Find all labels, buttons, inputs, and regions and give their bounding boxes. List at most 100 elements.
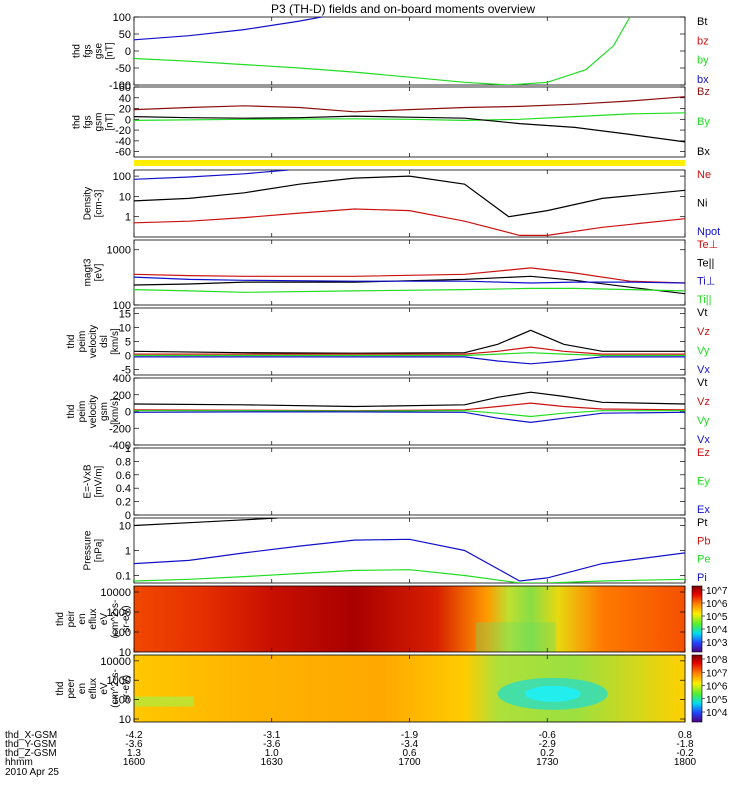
y-axis-label: thd xyxy=(72,44,83,58)
panel-frame xyxy=(133,239,686,306)
y-tick-label: 5 xyxy=(125,337,131,349)
panel-frame xyxy=(133,86,686,158)
ephemeris-value: 1630 xyxy=(261,757,284,768)
y-tick-label: 10000 xyxy=(100,587,131,599)
series-line xyxy=(134,569,685,583)
legend-label: Vy xyxy=(697,345,710,357)
y-axis-label: thd xyxy=(55,612,66,626)
colorbar xyxy=(691,585,703,653)
series-line xyxy=(134,267,685,284)
y-tick-label: -400 xyxy=(109,440,131,452)
y-tick-label: 10 xyxy=(119,323,131,335)
y-tick-label: 50 xyxy=(119,29,131,41)
y-axis-label: velocity xyxy=(88,325,99,358)
legend-label: Vt xyxy=(697,307,707,319)
y-axis-label: [km/s] xyxy=(110,398,121,425)
series-line xyxy=(134,411,685,424)
ephemeris-value: 1730 xyxy=(536,757,559,768)
ephemeris-value: 1800 xyxy=(674,757,697,768)
y-axis-label: magt3 xyxy=(83,258,94,286)
series-line xyxy=(134,538,685,582)
legend-label: Vy xyxy=(697,415,710,427)
series-line xyxy=(134,352,685,357)
ephemeris-value: 1.3 xyxy=(127,748,141,759)
ephemeris-row-label: hhmm xyxy=(5,757,33,768)
y-tick-label: 0 xyxy=(125,46,131,58)
y-tick-label: 0.2 xyxy=(116,497,131,509)
y-tick-label: 1000 xyxy=(107,607,131,619)
y-axis-label: (cm^2-s- xyxy=(110,600,121,639)
panel-frame xyxy=(133,307,686,376)
y-tick-label: 60 xyxy=(119,82,131,94)
panel-peir: 10^7 10^6 10^5 10^4 10^3 10000 1000 100 10 thd pei… xyxy=(55,585,728,659)
y-axis-label: sr-eV) xyxy=(121,605,132,632)
y-axis-label: velocity xyxy=(88,395,99,428)
ephemeris-row-label: thd_Z-GSM xyxy=(5,748,57,759)
spectrogram-core xyxy=(524,685,581,702)
ephemeris-value: -4.2 xyxy=(125,730,143,741)
y-tick-label: 0 xyxy=(125,114,131,126)
legend-label: Ez xyxy=(697,447,710,459)
legend-label: Pi xyxy=(697,572,707,584)
series-line xyxy=(134,346,685,355)
colorbar xyxy=(691,654,703,723)
legend-label: Vx xyxy=(697,434,710,446)
legend-label: Npot xyxy=(697,226,720,238)
y-tick-label: 1 xyxy=(125,212,131,224)
legend-label: Vz xyxy=(697,396,710,408)
series-line xyxy=(134,356,685,365)
series-line xyxy=(134,275,685,295)
series-line xyxy=(134,17,325,41)
y-axis-label: sr-eV) xyxy=(121,675,132,702)
y-tick-label: 20 xyxy=(119,104,131,116)
series-line xyxy=(134,96,685,113)
legend-label: Vt xyxy=(697,377,707,389)
legend-label: Vx xyxy=(697,364,710,376)
y-axis-label: en xyxy=(77,613,88,624)
y-axis-label: en xyxy=(77,683,88,694)
series-line xyxy=(134,208,685,236)
y-tick-label: 10 xyxy=(119,647,131,659)
colorbar-tick-label: 10^8 xyxy=(706,655,728,666)
y-tick-label: 0.8 xyxy=(116,456,131,468)
y-axis-label: eV xyxy=(99,613,110,626)
ephemeris-value: 0.2 xyxy=(540,748,554,759)
series-line xyxy=(134,17,631,85)
y-axis-label: peir xyxy=(66,610,77,627)
ephemeris-date: 2010 Apr 25 xyxy=(5,767,59,778)
panel-peim_gsm: 400 200 0 -200 -400 thd peim velocity gsm [km/s] V… xyxy=(66,373,710,452)
spectrogram-band xyxy=(134,696,194,707)
quality-flag-band xyxy=(134,160,685,166)
legend-label: Ti⊥ xyxy=(697,276,715,288)
ephemeris-value: -1.9 xyxy=(401,730,419,741)
panel-efield: 10.8 0.60.4 0.20 E=-VxB [mV/m] Ez Ey Ex xyxy=(83,443,711,522)
y-axis-label: eflux xyxy=(88,678,99,699)
panel-fgs_gse: 100 50 0 -50 -100 thd fgs gse [nT] Bt bz by bx xyxy=(72,12,710,92)
y-axis-label: Density xyxy=(83,187,94,220)
y-axis-label: peer xyxy=(66,678,77,699)
y-tick-label: 0 xyxy=(125,510,131,522)
y-tick-label: 10 xyxy=(119,521,131,533)
y-tick-label: -40 xyxy=(115,136,131,148)
y-tick-label: 0 xyxy=(125,407,131,419)
y-axis-label: fgs xyxy=(83,44,94,57)
spectrogram-band xyxy=(475,622,556,652)
ephemeris-value: -3.6 xyxy=(125,739,143,750)
y-tick-label: -5 xyxy=(121,364,131,376)
series-line xyxy=(134,276,685,284)
y-tick-label: 100 xyxy=(113,12,131,24)
panel-frame xyxy=(133,517,686,584)
ephemeris-value: 1.0 xyxy=(265,748,279,759)
y-axis-label: thd xyxy=(66,335,77,349)
y-tick-label: 100 xyxy=(113,627,131,639)
legend-label: By xyxy=(697,116,710,128)
legend-label: Ex xyxy=(697,504,710,516)
series-line xyxy=(134,287,685,293)
legend-label: Vz xyxy=(697,326,710,338)
colorbar-tick-label: 10^6 xyxy=(706,599,728,610)
legend-label: Ti|| xyxy=(697,294,711,306)
panel-temperature: 1000 100 magt3 [eV] Te⊥ Te|| Ti⊥ Ti|| xyxy=(83,239,719,312)
y-tick-label: 0.1 xyxy=(116,570,131,582)
y-tick-label: 0.6 xyxy=(116,470,131,482)
